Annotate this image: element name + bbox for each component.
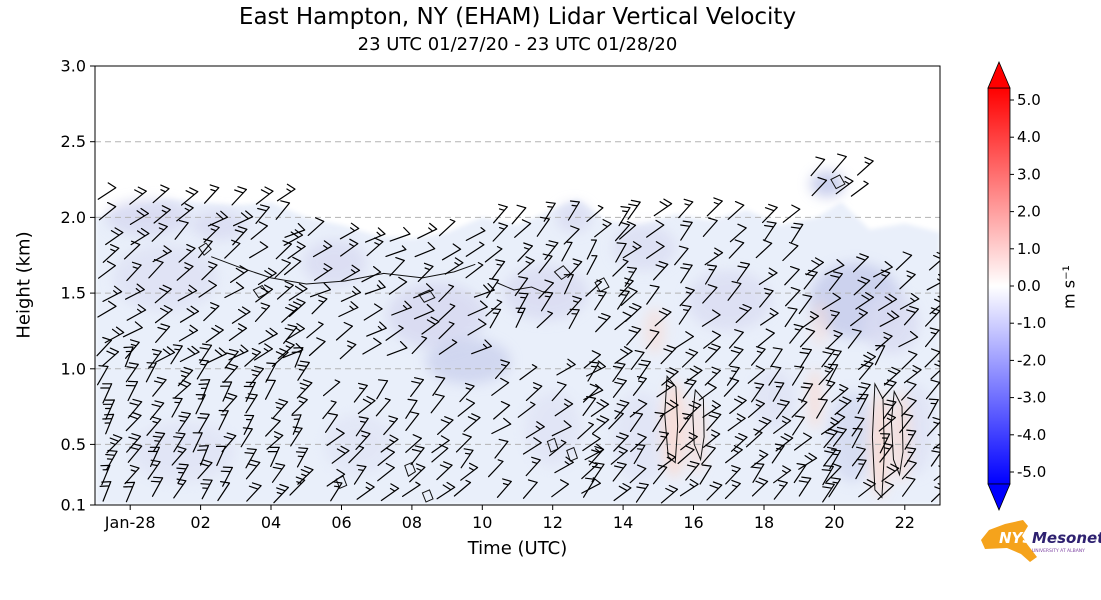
x-tick-label: 16 <box>683 513 703 532</box>
colorbar-tick-label: 4.0 <box>1017 128 1041 146</box>
colorbar-tick-label: -1.0 <box>1017 314 1046 332</box>
logo-text-nys: NYS <box>999 529 1033 547</box>
chart-title: East Hampton, NY (EHAM) Lidar Vertical V… <box>238 4 797 30</box>
colorbar-tick-label: 1.0 <box>1017 240 1041 258</box>
y-tick-label: 1.5 <box>61 284 86 303</box>
axis-ticks <box>90 65 906 510</box>
y-tick-label: 2.5 <box>61 132 86 151</box>
x-tick-label: 18 <box>754 513 774 532</box>
x-tick-label: 08 <box>402 513 422 532</box>
x-tick-label: 02 <box>190 513 210 532</box>
colorbar: 5.0 4.0 3.0 2.0 1.0 0.0 -1.0 -2.0 -3.0 -4.0 -5.0 <box>987 60 1046 512</box>
colorbar-tick-label: 3.0 <box>1017 165 1041 183</box>
colorbar-tick-label: -5.0 <box>1017 463 1046 481</box>
logo-tagline: UNIVERSITY AT ALBANY <box>1032 548 1085 554</box>
wind-barbs <box>96 153 940 504</box>
y-tick-labels: 3.0 2.5 2.0 1.5 1.0 0.5 0.1 <box>61 57 86 515</box>
y-tick-label: 0.5 <box>61 435 86 454</box>
y-tick-label: 1.0 <box>61 359 86 378</box>
colorbar-tick-label: -2.0 <box>1017 351 1046 369</box>
colorbar-arrow-down <box>987 483 1011 512</box>
x-tick-label: 10 <box>472 513 492 532</box>
colorbar-tick-label: -4.0 <box>1017 426 1046 444</box>
logo-text-mesonet: Mesonet <box>1032 529 1101 547</box>
colorbar-arrow-up <box>987 60 1011 89</box>
y-tick-label: 3.0 <box>61 57 86 76</box>
colorbar-tick-label: 2.0 <box>1017 203 1041 221</box>
colorbar-tick-label: -3.0 <box>1017 389 1046 407</box>
x-tick-label: 12 <box>543 513 563 532</box>
contour-lines <box>198 174 904 503</box>
x-tick-label: 04 <box>261 513 281 532</box>
colorbar-tick-label: 5.0 <box>1017 91 1041 109</box>
x-tick-label: 06 <box>331 513 351 532</box>
y-tick-label: 0.1 <box>61 496 86 515</box>
x-tick-labels: Jan-28 02 04 06 08 10 12 14 16 18 20 22 <box>104 513 915 532</box>
y-tick-label: 2.0 <box>61 208 86 227</box>
velocity-field <box>95 170 940 505</box>
x-tick-label: Jan-28 <box>104 513 156 532</box>
plot-border <box>94 65 941 506</box>
x-tick-label: 20 <box>824 513 844 532</box>
chart-subtitle: 23 UTC 01/27/20 - 23 UTC 01/28/20 <box>357 34 678 55</box>
x-axis-label: Time (UTC) <box>467 538 568 559</box>
ny-state-shape <box>981 520 1037 562</box>
x-tick-label: 22 <box>895 513 915 532</box>
x-tick-label: 14 <box>613 513 633 532</box>
colorbar-tick-label: 0.0 <box>1017 277 1041 295</box>
